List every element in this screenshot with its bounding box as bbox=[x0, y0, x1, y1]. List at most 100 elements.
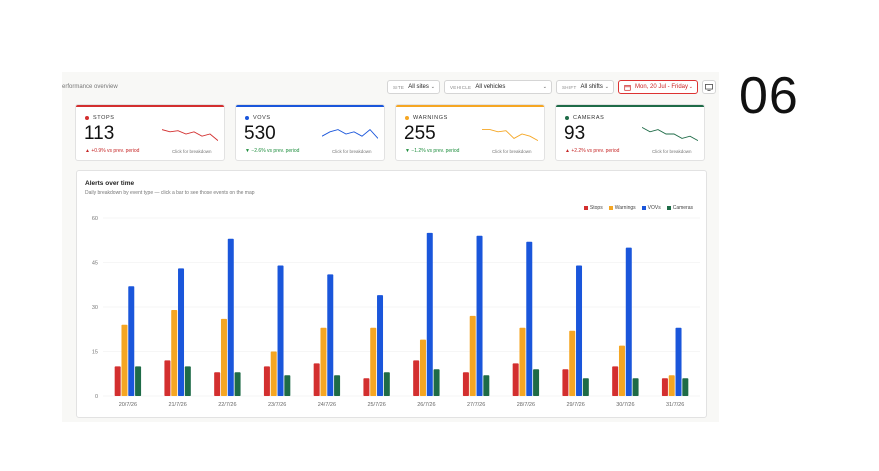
legend-item[interactable]: Cameras bbox=[666, 205, 693, 211]
x-tick-label: 23/7/26 bbox=[268, 402, 286, 408]
legend-label: Cameras bbox=[672, 205, 693, 211]
bar-cameras[interactable] bbox=[433, 369, 440, 396]
kpi-value: 530 bbox=[244, 123, 276, 144]
bar-vovs[interactable] bbox=[675, 327, 682, 396]
bar-cameras[interactable] bbox=[682, 378, 689, 396]
kpi-sparkline bbox=[322, 128, 378, 139]
x-tick-label: 25/7/26 bbox=[367, 402, 385, 408]
kpi-card-stops[interactable]: STOPS 113 ▲ +0.9% vs prev. period Click for… bbox=[75, 104, 225, 161]
kpi-title: STOPS bbox=[85, 115, 115, 121]
legend-swatch bbox=[666, 206, 671, 210]
legend-label: Warnings bbox=[614, 205, 636, 211]
bar-warnings[interactable] bbox=[171, 309, 178, 396]
bar-warnings[interactable] bbox=[569, 330, 576, 396]
kpi-card-warnings[interactable]: WARNINGS 255 ▼ −1.2% vs prev. period Click … bbox=[395, 104, 545, 161]
bar-stops[interactable] bbox=[413, 360, 420, 396]
bar-stops[interactable] bbox=[612, 366, 619, 396]
bar-stops[interactable] bbox=[313, 363, 320, 396]
bar-vovs[interactable] bbox=[426, 232, 433, 396]
x-tick-label: 27/7/26 bbox=[467, 402, 485, 408]
chart-legend: Stops Warnings VOVs Cameras bbox=[583, 205, 693, 211]
legend-label: VOVs bbox=[647, 205, 661, 211]
bar-vovs[interactable] bbox=[476, 235, 483, 396]
bar-stops[interactable] bbox=[512, 363, 519, 396]
calendar-icon bbox=[624, 84, 631, 91]
y-tick-label: 15 bbox=[92, 350, 98, 356]
monitor-button[interactable] bbox=[702, 80, 716, 94]
bar-cameras[interactable] bbox=[632, 378, 639, 396]
bar-vovs[interactable] bbox=[327, 274, 334, 396]
x-tick-label: 28/7/26 bbox=[517, 402, 535, 408]
kpi-card-cameras[interactable]: CAMERAS 93 ▲ +2.2% vs prev. period Click fo… bbox=[555, 104, 705, 161]
bar-vovs[interactable] bbox=[377, 295, 384, 396]
chart-title: Alerts over time bbox=[85, 180, 135, 187]
bar-stops[interactable] bbox=[114, 366, 121, 396]
kpi-card-vovs[interactable]: VOVS 530 ▼ −2.6% vs prev. period Click for … bbox=[235, 104, 385, 161]
kpi-value: 255 bbox=[404, 123, 436, 144]
x-tick-label: 20/7/26 bbox=[119, 402, 137, 408]
bar-vovs[interactable] bbox=[277, 265, 284, 396]
legend-item[interactable]: VOVs bbox=[641, 205, 661, 211]
bar-cameras[interactable] bbox=[483, 375, 490, 396]
bar-warnings[interactable] bbox=[220, 318, 227, 396]
x-tick-label: 22/7/26 bbox=[218, 402, 236, 408]
y-tick-label: 0 bbox=[95, 394, 98, 400]
bar-stops[interactable] bbox=[263, 366, 270, 396]
kpi-sparkline bbox=[642, 127, 698, 141]
bar-stops[interactable] bbox=[164, 360, 171, 396]
kpi-title-text: VOVS bbox=[253, 115, 271, 121]
date-range-picker[interactable]: Mon, 20 Jul - Friday ⌄ bbox=[618, 80, 698, 94]
bar-vovs[interactable] bbox=[128, 286, 135, 396]
bar-warnings[interactable] bbox=[121, 324, 128, 396]
bar-vovs[interactable] bbox=[178, 268, 185, 396]
breadcrumb: erformance overview bbox=[62, 84, 118, 90]
kpi-sparkline bbox=[162, 129, 218, 141]
bar-warnings[interactable] bbox=[668, 375, 675, 396]
monitor-icon bbox=[705, 83, 713, 91]
vehicle-filter[interactable]: VEHICLE All vehicles ⌄ bbox=[444, 80, 552, 94]
bar-vovs[interactable] bbox=[576, 265, 583, 396]
date-range-value: Mon, 20 Jul - Friday bbox=[635, 84, 689, 90]
vehicle-filter-label: VEHICLE bbox=[450, 84, 472, 90]
bar-vovs[interactable] bbox=[227, 238, 234, 396]
bar-cameras[interactable] bbox=[582, 378, 589, 396]
kpi-hint: Click for breakdown bbox=[492, 149, 532, 154]
chart-subtitle: Daily breakdown by event type — click a … bbox=[85, 190, 255, 196]
kpi-accent-bar bbox=[236, 105, 384, 107]
bar-cameras[interactable] bbox=[383, 372, 390, 396]
bar-vovs[interactable] bbox=[625, 247, 632, 396]
legend-swatch bbox=[583, 206, 588, 210]
bar-warnings[interactable] bbox=[370, 327, 377, 396]
kpi-delta: ▲ +0.9% vs prev. period bbox=[85, 148, 140, 154]
bar-stops[interactable] bbox=[363, 378, 370, 396]
bar-vovs[interactable] bbox=[526, 241, 533, 396]
kpi-hint: Click for breakdown bbox=[172, 149, 212, 154]
legend-item[interactable]: Warnings bbox=[608, 205, 636, 211]
bar-cameras[interactable] bbox=[284, 375, 291, 396]
x-tick-label: 24/7/26 bbox=[318, 402, 336, 408]
shift-filter[interactable]: SHIFT All shifts ⌄ bbox=[556, 80, 614, 94]
x-tick-label: 26/7/26 bbox=[417, 402, 435, 408]
bar-stops[interactable] bbox=[661, 378, 668, 396]
bar-stops[interactable] bbox=[562, 369, 569, 396]
x-tick-label: 31/7/26 bbox=[666, 402, 684, 408]
bar-stops[interactable] bbox=[462, 372, 469, 396]
bar-warnings[interactable] bbox=[618, 345, 625, 396]
kpi-dot-icon bbox=[245, 116, 249, 120]
bar-warnings[interactable] bbox=[469, 315, 476, 396]
bar-warnings[interactable] bbox=[320, 327, 327, 396]
bar-cameras[interactable] bbox=[184, 366, 191, 396]
bar-warnings[interactable] bbox=[419, 339, 426, 396]
kpi-accent-bar bbox=[556, 105, 704, 107]
bar-warnings[interactable] bbox=[519, 327, 526, 396]
bar-warnings[interactable] bbox=[270, 351, 277, 397]
bar-cameras[interactable] bbox=[334, 375, 341, 396]
legend-item[interactable]: Stops bbox=[583, 205, 603, 211]
shift-filter-value: All shifts bbox=[580, 84, 603, 90]
bar-cameras[interactable] bbox=[533, 369, 540, 396]
site-filter[interactable]: SITE All sites ⌄ bbox=[387, 80, 440, 94]
y-tick-label: 45 bbox=[92, 261, 98, 267]
bar-cameras[interactable] bbox=[234, 372, 241, 396]
bar-cameras[interactable] bbox=[135, 366, 142, 396]
bar-stops[interactable] bbox=[214, 372, 221, 396]
